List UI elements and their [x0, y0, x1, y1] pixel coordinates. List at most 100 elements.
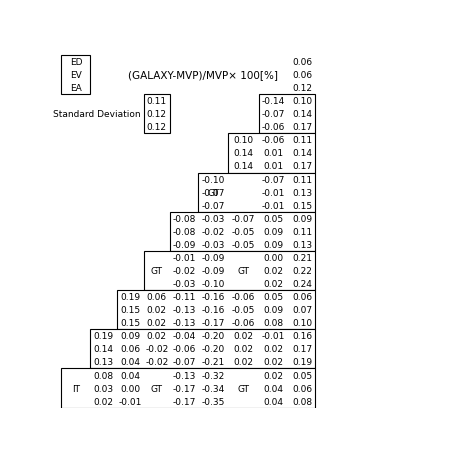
Bar [143, 95, 170, 134]
Text: -0.01: -0.01 [119, 397, 142, 406]
Text: -0.06: -0.06 [231, 292, 255, 302]
Text: 0.02: 0.02 [263, 280, 283, 288]
Text: 0.02: 0.02 [233, 358, 253, 367]
Text: 0.06: 0.06 [291, 292, 311, 302]
Text: GT: GT [150, 266, 162, 275]
Text: -0.20: -0.20 [201, 345, 224, 353]
Text: -0.01: -0.01 [261, 201, 285, 210]
Text: -0.16: -0.16 [201, 292, 224, 302]
Text: Standard Deviation: Standard Deviation [53, 110, 140, 119]
Text: 0.19: 0.19 [120, 292, 140, 302]
Text: -0.07: -0.07 [201, 188, 224, 197]
Text: EA: EA [70, 84, 81, 93]
Text: IT: IT [72, 384, 79, 393]
Text: 0.16: 0.16 [291, 331, 311, 341]
Text: -0.04: -0.04 [172, 331, 195, 341]
Text: -0.34: -0.34 [201, 384, 224, 393]
Text: -0.01: -0.01 [172, 253, 195, 263]
Text: 0.06: 0.06 [147, 292, 167, 302]
Text: 0.02: 0.02 [147, 319, 167, 328]
Bar [117, 291, 315, 330]
Text: 0.07: 0.07 [291, 306, 311, 314]
Text: 0.11: 0.11 [291, 175, 311, 184]
Text: -0.05: -0.05 [231, 241, 255, 249]
Text: 0.09: 0.09 [120, 331, 140, 341]
Text: 0.24: 0.24 [292, 280, 311, 288]
Text: 0.04: 0.04 [120, 358, 140, 367]
Text: -0.08: -0.08 [172, 214, 195, 223]
Text: 0.15: 0.15 [120, 319, 140, 328]
Text: 0.14: 0.14 [291, 149, 311, 158]
Text: 0.14: 0.14 [233, 149, 253, 158]
Text: 0.04: 0.04 [263, 384, 283, 393]
Bar [228, 134, 315, 173]
Text: 0.10: 0.10 [291, 97, 311, 106]
Text: -0.07: -0.07 [231, 214, 255, 223]
Text: -0.17: -0.17 [201, 319, 224, 328]
Text: -0.01: -0.01 [261, 188, 285, 197]
Text: -0.32: -0.32 [201, 371, 224, 380]
Text: -0.07: -0.07 [201, 201, 224, 210]
Text: -0.17: -0.17 [172, 384, 195, 393]
Text: -0.05: -0.05 [231, 306, 255, 314]
Text: 0.03: 0.03 [93, 384, 113, 393]
Text: -0.17: -0.17 [172, 397, 195, 406]
Text: -0.03: -0.03 [201, 214, 224, 223]
Text: 0.11: 0.11 [291, 227, 311, 236]
Text: 0.08: 0.08 [263, 319, 283, 328]
Text: -0.06: -0.06 [261, 123, 285, 132]
Text: 0.14: 0.14 [233, 162, 253, 171]
Text: 0.08: 0.08 [291, 397, 311, 406]
Text: 0.04: 0.04 [120, 371, 140, 380]
Text: -0.08: -0.08 [172, 227, 195, 236]
Bar [90, 330, 315, 369]
Text: -0.02: -0.02 [201, 227, 224, 236]
Text: (GALAXY-MVP)/MVP× 100[%]: (GALAXY-MVP)/MVP× 100[%] [128, 70, 278, 80]
Text: -0.14: -0.14 [261, 97, 285, 106]
Text: 0.01: 0.01 [263, 162, 283, 171]
Text: 0.02: 0.02 [93, 397, 113, 406]
Text: 0.17: 0.17 [291, 162, 311, 171]
Text: 0.13: 0.13 [291, 241, 311, 249]
Text: 0.14: 0.14 [93, 345, 113, 353]
Text: 0.05: 0.05 [291, 371, 311, 380]
Bar [61, 56, 90, 95]
Text: -0.05: -0.05 [231, 227, 255, 236]
Text: -0.13: -0.13 [172, 319, 195, 328]
Text: 0.06: 0.06 [120, 345, 140, 353]
Text: -0.09: -0.09 [201, 253, 224, 263]
Text: -0.06: -0.06 [231, 319, 255, 328]
Text: -0.35: -0.35 [201, 397, 224, 406]
Text: GT: GT [237, 266, 249, 275]
Text: 0.21: 0.21 [291, 253, 311, 263]
Bar [61, 369, 315, 408]
Text: 0.22: 0.22 [292, 266, 311, 275]
Text: -0.20: -0.20 [201, 331, 224, 341]
Text: -0.10: -0.10 [201, 175, 224, 184]
Text: 0.02: 0.02 [147, 331, 167, 341]
Text: 0.05: 0.05 [263, 214, 283, 223]
Text: 0.00: 0.00 [263, 253, 283, 263]
Text: 0.11: 0.11 [291, 136, 311, 145]
Text: 0.12: 0.12 [147, 123, 167, 132]
Text: -0.13: -0.13 [172, 306, 195, 314]
Text: -0.02: -0.02 [145, 345, 168, 353]
Text: -0.02: -0.02 [172, 266, 195, 275]
Text: GT: GT [150, 384, 162, 393]
Text: 0.10: 0.10 [291, 319, 311, 328]
Text: 0.01: 0.01 [263, 149, 283, 158]
Text: 0.02: 0.02 [147, 306, 167, 314]
Text: GT: GT [237, 384, 249, 393]
Text: -0.09: -0.09 [172, 241, 195, 249]
Text: 0.09: 0.09 [263, 227, 283, 236]
Text: -0.10: -0.10 [201, 280, 224, 288]
Text: -0.21: -0.21 [201, 358, 224, 367]
Text: 0.02: 0.02 [263, 266, 283, 275]
Text: 0.09: 0.09 [263, 241, 283, 249]
Text: 0.06: 0.06 [291, 58, 311, 67]
Text: 0.15: 0.15 [120, 306, 140, 314]
Text: 0.10: 0.10 [233, 136, 253, 145]
Text: 0.02: 0.02 [233, 331, 253, 341]
Text: ED: ED [69, 58, 82, 67]
Text: -0.13: -0.13 [172, 371, 195, 380]
